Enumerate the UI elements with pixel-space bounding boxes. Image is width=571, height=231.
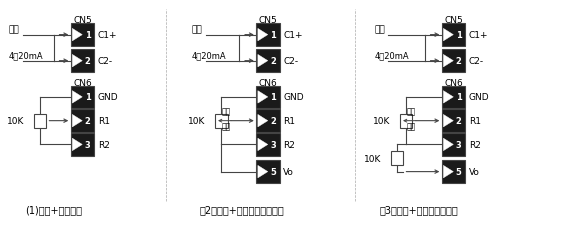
Text: GND: GND (98, 93, 118, 102)
Text: 自动: 自动 (407, 122, 416, 131)
Text: 1: 1 (456, 31, 462, 40)
Text: CN5: CN5 (73, 16, 92, 25)
Text: 4～20mA: 4～20mA (374, 51, 409, 60)
Text: Vo: Vo (469, 167, 480, 176)
Text: R2: R2 (98, 140, 110, 149)
Text: 1: 1 (270, 93, 276, 102)
Bar (71, 24, 94, 47)
Text: 1: 1 (85, 93, 91, 102)
Text: 2: 2 (456, 57, 462, 66)
Text: 3: 3 (456, 140, 461, 149)
Text: 手动: 手动 (407, 107, 416, 116)
Text: 10K: 10K (364, 154, 381, 163)
Text: 2: 2 (456, 117, 462, 126)
Bar (71, 134, 94, 156)
Bar (256, 50, 280, 73)
Text: 2: 2 (85, 117, 91, 126)
Polygon shape (73, 115, 82, 127)
Polygon shape (444, 166, 453, 178)
Text: 4～20mA: 4～20mA (191, 51, 226, 60)
Text: (1)自动+电压限制: (1)自动+电压限制 (25, 204, 82, 214)
Bar (71, 86, 94, 109)
Text: 输入: 输入 (374, 25, 385, 34)
Polygon shape (444, 139, 453, 151)
Text: GND: GND (283, 93, 304, 102)
Text: 2: 2 (270, 117, 276, 126)
Bar (400, 114, 412, 128)
Polygon shape (444, 91, 453, 104)
Bar (34, 114, 46, 128)
Bar (256, 86, 280, 109)
Text: 3: 3 (270, 140, 276, 149)
Polygon shape (258, 55, 268, 68)
Text: CN6: CN6 (259, 78, 278, 87)
Text: GND: GND (469, 93, 489, 102)
Text: CN6: CN6 (444, 78, 463, 87)
Text: （2）自动+手动不带电压限制: （2）自动+手动不带电压限制 (200, 204, 284, 214)
Bar (442, 86, 465, 109)
Text: R2: R2 (283, 140, 295, 149)
Text: 10K: 10K (7, 117, 24, 126)
Text: 1: 1 (456, 93, 462, 102)
Polygon shape (258, 91, 268, 104)
Text: C1+: C1+ (98, 31, 117, 40)
Text: 1: 1 (85, 31, 91, 40)
Polygon shape (73, 55, 82, 68)
Bar (256, 134, 280, 156)
Text: C2-: C2- (469, 57, 484, 66)
Text: 输入: 输入 (9, 25, 19, 34)
Bar (256, 161, 280, 183)
Text: R2: R2 (469, 140, 481, 149)
Text: 自动: 自动 (222, 122, 231, 131)
Text: （3）自动+手动带电压限制: （3）自动+手动带电压限制 (380, 204, 459, 214)
Bar (71, 110, 94, 132)
Text: CN6: CN6 (73, 78, 92, 87)
Polygon shape (258, 115, 268, 127)
Text: 4～20mA: 4～20mA (9, 51, 43, 60)
Text: C1+: C1+ (283, 31, 303, 40)
Polygon shape (258, 29, 268, 42)
Bar (442, 24, 465, 47)
Text: 5: 5 (456, 167, 462, 176)
Polygon shape (444, 115, 453, 127)
Text: 10K: 10K (188, 117, 206, 126)
Text: 手动: 手动 (222, 107, 231, 116)
Bar (215, 114, 227, 128)
Text: C2-: C2- (283, 57, 298, 66)
Bar (256, 110, 280, 132)
Text: R1: R1 (98, 117, 110, 126)
Bar (256, 24, 280, 47)
Text: 2: 2 (85, 57, 91, 66)
Text: 3: 3 (85, 140, 91, 149)
Polygon shape (258, 166, 268, 178)
Polygon shape (444, 29, 453, 42)
Polygon shape (73, 91, 82, 104)
Text: 1: 1 (270, 31, 276, 40)
Bar (442, 134, 465, 156)
Bar (442, 161, 465, 183)
Bar (391, 151, 403, 165)
Text: C1+: C1+ (469, 31, 488, 40)
Text: 2: 2 (270, 57, 276, 66)
Polygon shape (73, 29, 82, 42)
Text: 5: 5 (270, 167, 276, 176)
Polygon shape (258, 139, 268, 151)
Bar (442, 110, 465, 132)
Text: C2-: C2- (98, 57, 112, 66)
Text: CN5: CN5 (444, 16, 463, 25)
Text: R1: R1 (283, 117, 295, 126)
Polygon shape (444, 55, 453, 68)
Bar (71, 50, 94, 73)
Text: CN5: CN5 (259, 16, 278, 25)
Text: 10K: 10K (373, 117, 391, 126)
Text: R1: R1 (469, 117, 481, 126)
Bar (442, 50, 465, 73)
Polygon shape (73, 139, 82, 151)
Text: 输入: 输入 (191, 25, 202, 34)
Text: Vo: Vo (283, 167, 294, 176)
